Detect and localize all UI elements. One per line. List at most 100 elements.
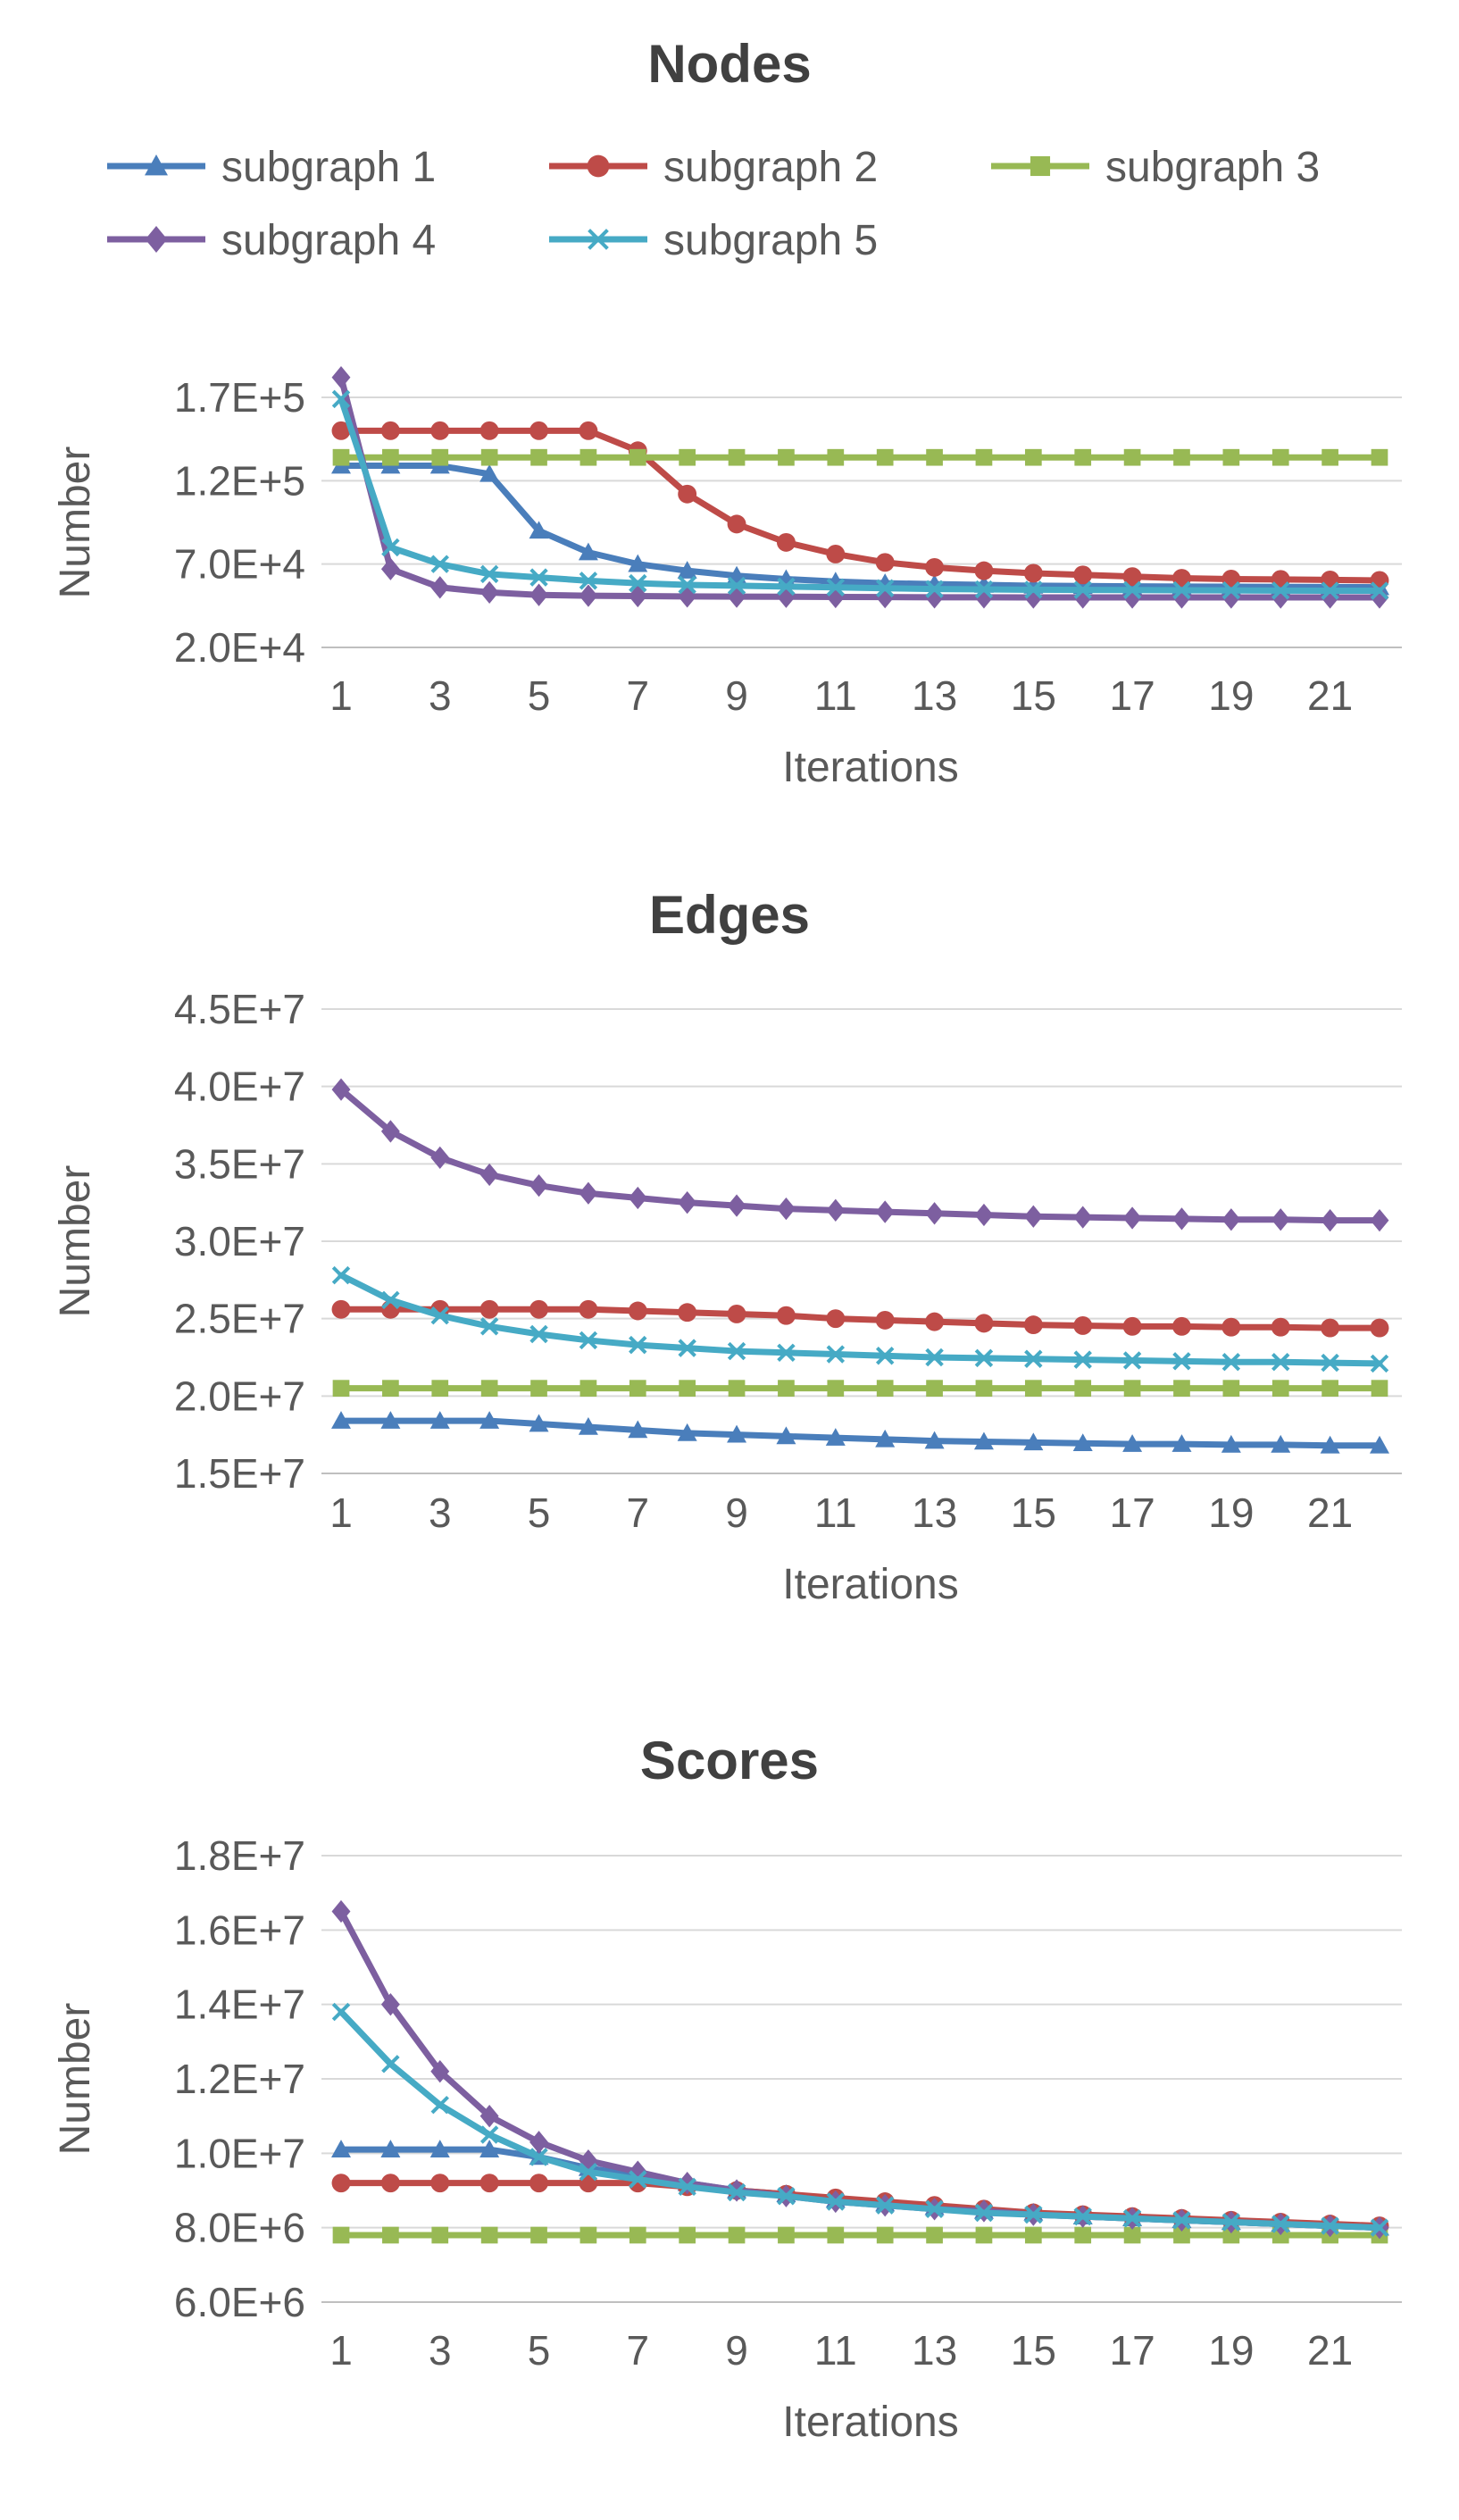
y-tick-label-edges-1: 2.0E+7 (174, 1373, 305, 1419)
point-edges-subgraph-4-13 (925, 1202, 945, 1225)
point-edges-subgraph-2-1 (331, 1299, 351, 1319)
legend-label-subgraph-4: subgraph 4 (221, 217, 436, 264)
point-edges-subgraph-5-16 (1073, 1350, 1092, 1369)
point-edges-subgraph-4-12 (875, 1200, 895, 1223)
point-edges-subgraph-3-3 (431, 1380, 449, 1398)
x-tick-label-nodes-1: 3 (429, 672, 452, 719)
point-nodes-subgraph-5-21 (1321, 581, 1339, 600)
series-nodes-subgraph-3 (332, 448, 1388, 466)
point-edges-subgraph-1-13 (924, 1431, 945, 1449)
chart-title-scores: Scores (640, 1731, 819, 1790)
y-tick-label-scores-2: 1.0E+7 (174, 2130, 305, 2176)
point-edges-subgraph-3-6 (579, 1380, 597, 1398)
point-nodes-subgraph-1-5 (529, 521, 549, 539)
point-scores-subgraph-2-5 (529, 2174, 548, 2193)
point-edges-subgraph-1-11 (825, 1428, 846, 1446)
point-nodes-subgraph-3-14 (975, 448, 993, 466)
point-nodes-subgraph-2-1 (331, 421, 351, 440)
point-edges-subgraph-2-8 (678, 1303, 697, 1323)
point-nodes-subgraph-4-5 (529, 583, 548, 606)
point-scores-subgraph-3-16 (1074, 2226, 1092, 2244)
series-line-nodes-subgraph-5 (338, 396, 1383, 595)
y-tick-label-edges-3: 3.0E+7 (174, 1218, 305, 1264)
point-edges-subgraph-2-14 (974, 1314, 994, 1333)
point-edges-subgraph-5-14 (974, 1348, 994, 1368)
point-edges-subgraph-3-8 (679, 1380, 696, 1398)
point-scores-subgraph-1-2 (380, 2140, 401, 2157)
point-edges-subgraph-3-15 (1024, 1380, 1042, 1398)
point-nodes-subgraph-5-10 (777, 577, 796, 597)
point-scores-subgraph-2-4 (479, 2174, 499, 2193)
point-scores-subgraph-3-4 (480, 2226, 498, 2244)
point-edges-subgraph-1-4 (479, 1411, 500, 1429)
x-tick-label-nodes-7: 15 (1011, 672, 1056, 719)
point-scores-subgraph-5-21 (1321, 2216, 1339, 2235)
x-tick-label-nodes-8: 17 (1110, 672, 1155, 719)
point-nodes-subgraph-3-16 (1074, 448, 1092, 466)
y-tick-label-scores-3: 1.2E+7 (174, 2056, 305, 2102)
x-tick-label-scores-2: 5 (528, 2327, 551, 2374)
point-nodes-subgraph-5-7 (629, 573, 647, 593)
point-nodes-subgraph-5-4 (479, 564, 499, 584)
x-tick-label-edges-7: 15 (1011, 1489, 1056, 1536)
point-nodes-subgraph-2-13 (925, 557, 945, 577)
legend-label-subgraph-5: subgraph 5 (663, 217, 878, 264)
point-scores-subgraph-3-8 (679, 2226, 696, 2244)
point-scores-subgraph-3-3 (431, 2226, 449, 2244)
point-nodes-subgraph-1-7 (628, 554, 648, 572)
point-nodes-subgraph-3-4 (480, 448, 498, 466)
point-nodes-subgraph-3-6 (579, 448, 597, 466)
point-edges-subgraph-4-20 (1271, 1208, 1290, 1231)
legend: subgraph 1 subgraph 2 subgraph 3 subgraph 4… (107, 144, 1320, 264)
point-edges-subgraph-1-7 (628, 1420, 648, 1439)
point-scores-subgraph-4-1 (331, 1899, 351, 1923)
point-edges-subgraph-4-4 (479, 1163, 499, 1187)
point-edges-subgraph-3-4 (480, 1380, 498, 1398)
point-nodes-subgraph-5-5 (529, 568, 548, 587)
point-scores-subgraph-3-19 (1222, 2226, 1240, 2244)
series-nodes-subgraph-5 (331, 389, 1389, 600)
point-edges-subgraph-5-7 (629, 1335, 647, 1355)
point-nodes-subgraph-5-11 (826, 578, 846, 597)
y-tick-label-edges-4: 3.5E+7 (174, 1140, 305, 1187)
point-edges-subgraph-1-16 (1072, 1433, 1093, 1451)
point-scores-subgraph-3-15 (1024, 2226, 1042, 2244)
x-tick-label-nodes-9: 19 (1208, 672, 1254, 719)
series-edges-subgraph-3 (332, 1380, 1388, 1398)
point-nodes-subgraph-5-18 (1172, 580, 1191, 600)
point-nodes-subgraph-5-14 (974, 580, 994, 599)
x-tick-label-scores-8: 17 (1110, 2327, 1155, 2374)
point-scores-subgraph-3-13 (926, 2226, 943, 2244)
point-edges-subgraph-2-12 (875, 1310, 895, 1330)
point-edges-subgraph-3-14 (975, 1380, 993, 1398)
legend-marker-subgraph-3 (1030, 155, 1051, 177)
point-nodes-subgraph-5-13 (925, 580, 944, 598)
point-edges-subgraph-4-16 (1073, 1206, 1093, 1229)
point-nodes-subgraph-3-5 (530, 448, 547, 466)
point-edges-subgraph-4-11 (826, 1198, 846, 1222)
point-nodes-subgraph-3-9 (728, 448, 746, 466)
point-edges-subgraph-4-9 (727, 1194, 746, 1217)
point-edges-subgraph-3-22 (1371, 1380, 1388, 1398)
point-nodes-subgraph-4-2 (380, 557, 400, 580)
chart-scores: Scores 6.0E+6 8.0E+6 1.0E+7 1.2E+7 1.4E+7 1.6E… (52, 1731, 1402, 2446)
point-nodes-subgraph-5-19 (1221, 580, 1241, 600)
series-line-edges-subgraph-5 (338, 1272, 1383, 1367)
point-edges-subgraph-5-10 (777, 1343, 796, 1363)
series-edges-subgraph-2 (331, 1299, 1389, 1338)
point-edges-subgraph-4-2 (380, 1120, 400, 1143)
point-edges-subgraph-5-6 (579, 1331, 598, 1350)
point-edges-subgraph-2-9 (727, 1305, 746, 1323)
point-scores-subgraph-3-10 (778, 2226, 795, 2244)
point-scores-subgraph-5-15 (1024, 2205, 1043, 2224)
point-nodes-subgraph-2-8 (678, 484, 697, 504)
point-nodes-subgraph-2-5 (529, 421, 548, 440)
x-tick-label-edges-8: 17 (1110, 1489, 1155, 1536)
y-tick-label-scores-4: 1.4E+7 (174, 1982, 305, 2028)
point-scores-subgraph-2-3 (430, 2174, 450, 2193)
point-nodes-subgraph-2-2 (380, 421, 400, 440)
series-edges-subgraph-5 (331, 1265, 1389, 1373)
point-edges-subgraph-2-20 (1271, 1317, 1290, 1337)
